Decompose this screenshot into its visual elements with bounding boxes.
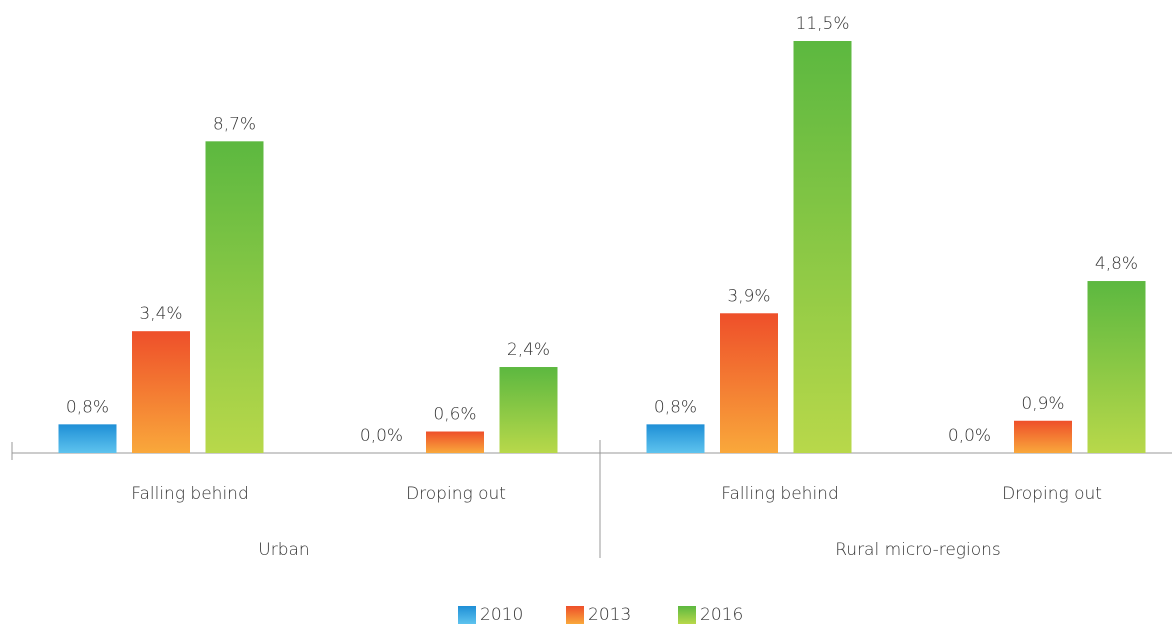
value-label: 0,9% xyxy=(1021,394,1064,414)
category-label: Droping out xyxy=(406,484,506,504)
bar xyxy=(793,41,852,453)
value-label: 3,4% xyxy=(139,304,182,324)
value-label: 0,0% xyxy=(948,426,991,446)
value-label: 11,5% xyxy=(795,14,849,34)
category-label: Falling behind xyxy=(721,484,839,504)
value-label: 8,7% xyxy=(213,114,256,134)
bar xyxy=(58,424,117,453)
bar xyxy=(720,313,778,453)
category-label: Droping out xyxy=(1002,484,1102,504)
bar xyxy=(1014,420,1072,453)
legend-swatch xyxy=(458,606,476,624)
value-label: 4,8% xyxy=(1095,254,1138,274)
value-label: 3,9% xyxy=(727,286,770,306)
bar xyxy=(132,331,190,453)
group-label: Rural micro-regions xyxy=(835,540,1000,560)
legend-label: 2016 xyxy=(700,605,743,624)
value-label: 0,8% xyxy=(66,397,109,417)
category-label: Falling behind xyxy=(131,484,249,504)
group-label: Urban xyxy=(258,540,309,560)
value-label: 2,4% xyxy=(507,340,550,360)
legend-swatch xyxy=(566,606,584,624)
value-label: 0,8% xyxy=(654,397,697,417)
bar xyxy=(205,141,264,453)
legend-swatch xyxy=(678,606,696,624)
bar xyxy=(426,431,484,453)
legend-label: 2013 xyxy=(588,605,631,624)
bar xyxy=(1087,281,1146,453)
legend-label: 2010 xyxy=(480,605,523,624)
value-label: 0,0% xyxy=(360,426,403,446)
value-label: 0,6% xyxy=(433,405,476,425)
bar xyxy=(646,424,705,453)
bar xyxy=(499,367,558,453)
